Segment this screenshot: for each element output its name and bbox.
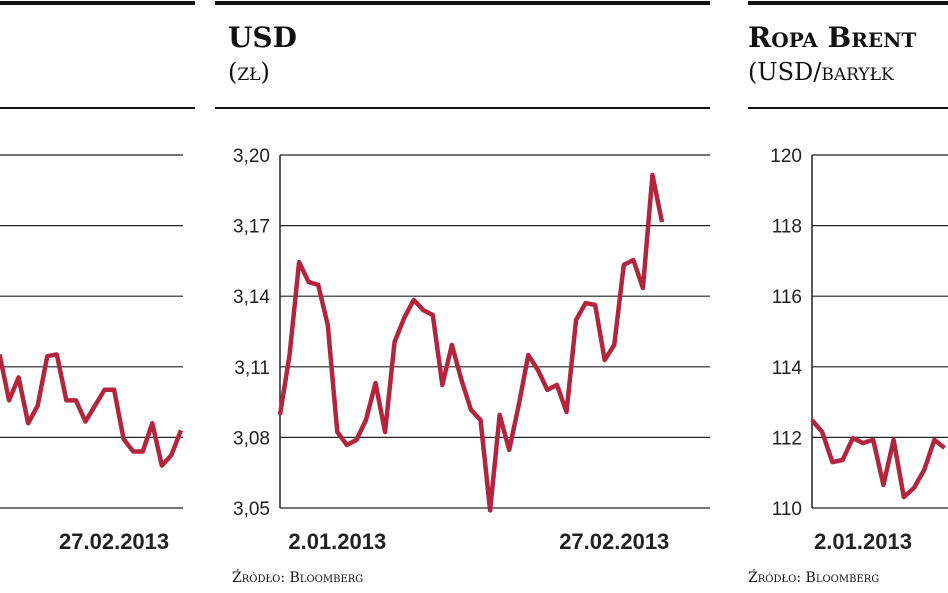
x-tick-label: 27.02.2013 <box>559 529 669 554</box>
y-tick-label: 3,08 <box>233 428 270 449</box>
x-tick-label: 2.01.2013 <box>814 529 912 554</box>
y-tick-label: 3,17 <box>233 217 270 238</box>
y-tick-label: 116 <box>772 287 802 308</box>
data-line <box>0 352 184 468</box>
y-tick-label: 118 <box>772 217 802 238</box>
y-tick-label: 114 <box>772 358 803 379</box>
source-note: Źródło: Bloomberg <box>748 568 879 586</box>
x-tick-label: 27.02.2013 <box>59 529 169 554</box>
chart-title: Ropa Brent <box>748 21 916 54</box>
source-note: Źródło: Bloomberg <box>232 568 363 586</box>
y-tick-label: 3,05 <box>233 499 270 520</box>
data-line <box>810 418 947 500</box>
y-tick-label: 3,20 <box>233 146 270 167</box>
y-tick-label: 120 <box>770 146 802 167</box>
y-tick-label: 3,11 <box>234 358 270 379</box>
chart-subtitle: (USD/baryłk <box>748 58 894 86</box>
y-tick-label: 112 <box>772 428 802 449</box>
x-tick-label: 2.01.2013 <box>288 529 386 554</box>
chart-subtitle: (zł) <box>228 58 270 86</box>
y-tick-label: 3,14 <box>233 287 270 308</box>
data-line <box>277 172 665 513</box>
chart-title: USD <box>228 21 297 54</box>
y-tick-label: 110 <box>772 499 802 520</box>
